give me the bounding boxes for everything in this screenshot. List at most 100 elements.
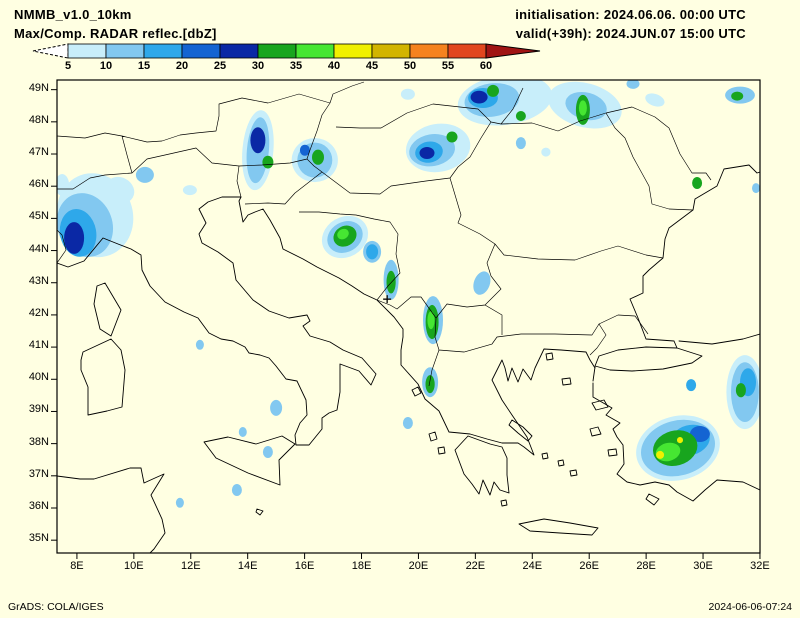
radar-echo xyxy=(692,177,703,189)
station-marker-layer xyxy=(383,295,392,304)
radar-echo xyxy=(752,183,760,194)
radar-echo xyxy=(626,80,640,89)
colorbar-tick-label: 45 xyxy=(365,60,379,72)
coastline-path xyxy=(57,164,760,553)
colorbar-tick-label: 55 xyxy=(441,60,455,72)
radar-echo xyxy=(473,271,491,295)
colorbar-segment xyxy=(371,43,411,59)
colorbar-tick-label: 25 xyxy=(213,60,227,72)
colorbar-below-arrow xyxy=(32,43,69,59)
colorbar-segment xyxy=(181,43,221,59)
radar-echo xyxy=(515,111,526,121)
radar-echo xyxy=(686,379,697,392)
colorbar-tick-label: 10 xyxy=(99,60,113,72)
island-coastline-path xyxy=(80,282,703,536)
radar-echo xyxy=(262,446,273,458)
radar-echo xyxy=(299,144,310,156)
lon-axis-label: 8E xyxy=(70,560,84,572)
colorbar-segment xyxy=(447,43,487,59)
lon-axis-label: 20E xyxy=(408,560,429,572)
colorbar-tick-label: 20 xyxy=(175,60,189,72)
radar-echo xyxy=(735,383,746,398)
radar-echo xyxy=(541,147,551,157)
country-border-path xyxy=(57,81,712,387)
radar-echo xyxy=(337,228,349,240)
lon-axis-label: 26E xyxy=(579,560,599,572)
colorbar-segment xyxy=(143,43,183,59)
lon-axis-label: 12E xyxy=(180,560,201,572)
colorbar-segment xyxy=(257,43,297,59)
colorbar-tick-label: 30 xyxy=(251,60,265,72)
colorbar-tick-label: 5 xyxy=(64,60,72,72)
lat-axis-label: 48N xyxy=(28,113,49,126)
radar-echo xyxy=(238,427,247,437)
colorbar-tick-label: 60 xyxy=(479,60,493,72)
colorbar-segment xyxy=(105,43,145,59)
lat-axis-label: 47N xyxy=(28,146,49,158)
colorbar-tick-label: 35 xyxy=(289,60,303,72)
valid-time-label: valid(+39h): 2024.JUN.07 15:00 UTC xyxy=(515,26,746,41)
radar-echo xyxy=(419,147,435,159)
radar-echo xyxy=(250,127,266,154)
colorbar-segment xyxy=(219,43,259,59)
lon-axis-label: 10E xyxy=(124,560,144,572)
radar-echo xyxy=(677,437,683,444)
colorbar-above-arrow xyxy=(485,43,541,59)
radar-echo xyxy=(515,137,526,150)
coastline-layer xyxy=(57,164,760,553)
radar-echo xyxy=(656,450,665,459)
coastline-path xyxy=(238,196,596,456)
lat-axis-label: 39N xyxy=(28,403,49,416)
lon-axis-label: 14E xyxy=(237,560,258,572)
radar-echo xyxy=(470,90,488,104)
lon-axis-label: 22E xyxy=(465,560,486,572)
render-timestamp: 2024-06-06-07:24 xyxy=(708,601,792,613)
radar-echo-layer xyxy=(57,80,760,508)
lon-axis-label: 24E xyxy=(522,560,543,572)
colorbar-segment xyxy=(67,43,107,59)
radar-echo xyxy=(402,417,413,429)
lat-axis-label: 44N xyxy=(28,242,49,255)
grads-credit: GrADS: COLA/IGES xyxy=(8,601,104,613)
model-title: NMMB_v1.0_10km xyxy=(14,7,132,22)
radar-echo xyxy=(182,185,197,196)
axis-tick-layer xyxy=(51,89,761,559)
radar-echo xyxy=(312,149,324,165)
lat-axis-label: 41N xyxy=(28,339,49,352)
lat-axis-label: 40N xyxy=(28,371,49,384)
radar-echo xyxy=(195,339,204,350)
radar-echo xyxy=(57,174,70,196)
radar-echo xyxy=(175,497,184,508)
lat-axis-label: 36N xyxy=(28,499,49,512)
init-time-label: initialisation: 2024.06.06. 00:00 UTC xyxy=(515,7,746,22)
radar-echo xyxy=(645,93,665,107)
radar-echo xyxy=(270,399,283,416)
radar-echo xyxy=(386,270,396,294)
lon-axis-label: 18E xyxy=(351,560,372,572)
colorbar-tick-label: 40 xyxy=(327,60,341,72)
colorbar xyxy=(32,43,541,59)
colorbar-segment xyxy=(295,43,335,59)
colorbar-tick-label: 15 xyxy=(137,60,151,72)
lon-axis-label: 30E xyxy=(693,560,713,572)
coastline-path xyxy=(57,196,377,446)
radar-echo xyxy=(262,155,274,169)
radar-echo xyxy=(366,244,379,260)
radar-echo xyxy=(487,84,499,97)
lon-axis-label: 16E xyxy=(294,560,315,572)
coastline-path xyxy=(592,382,760,502)
lat-axis-label: 46N xyxy=(28,178,49,191)
radar-echo xyxy=(64,222,85,254)
lat-axis-label: 45N xyxy=(28,210,49,223)
lon-axis-label: 32E xyxy=(750,560,770,572)
colorbar-segment xyxy=(333,43,373,59)
lat-axis-label: 43N xyxy=(28,274,49,287)
radar-echo xyxy=(105,176,135,204)
radar-echo xyxy=(446,131,458,143)
radar-echo xyxy=(135,166,154,183)
radar-echo xyxy=(425,375,435,394)
colorbar-segment xyxy=(409,43,449,59)
lat-axis-label: 35N xyxy=(28,532,49,545)
